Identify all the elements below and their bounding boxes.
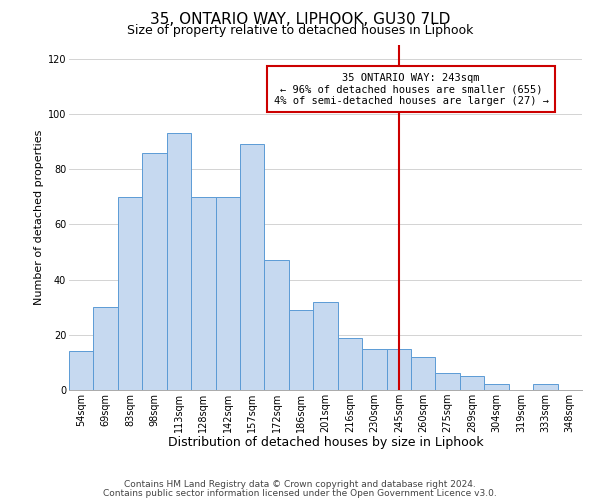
Bar: [118, 197, 142, 390]
Bar: [289, 310, 313, 390]
Bar: [240, 144, 265, 390]
Bar: [191, 197, 215, 390]
Bar: [484, 384, 509, 390]
Bar: [313, 302, 338, 390]
Bar: [436, 374, 460, 390]
Y-axis label: Number of detached properties: Number of detached properties: [34, 130, 44, 305]
Text: Contains public sector information licensed under the Open Government Licence v3: Contains public sector information licen…: [103, 488, 497, 498]
Bar: [460, 376, 484, 390]
Text: Size of property relative to detached houses in Liphook: Size of property relative to detached ho…: [127, 24, 473, 37]
Bar: [215, 197, 240, 390]
Bar: [265, 260, 289, 390]
Text: Contains HM Land Registry data © Crown copyright and database right 2024.: Contains HM Land Registry data © Crown c…: [124, 480, 476, 489]
X-axis label: Distribution of detached houses by size in Liphook: Distribution of detached houses by size …: [167, 436, 484, 450]
Bar: [167, 134, 191, 390]
Bar: [386, 348, 411, 390]
Bar: [94, 307, 118, 390]
Bar: [338, 338, 362, 390]
Bar: [69, 352, 94, 390]
Bar: [411, 357, 436, 390]
Bar: [533, 384, 557, 390]
Bar: [142, 152, 167, 390]
Text: 35 ONTARIO WAY: 243sqm
← 96% of detached houses are smaller (655)
4% of semi-det: 35 ONTARIO WAY: 243sqm ← 96% of detached…: [274, 72, 548, 106]
Bar: [362, 348, 386, 390]
Text: 35, ONTARIO WAY, LIPHOOK, GU30 7LD: 35, ONTARIO WAY, LIPHOOK, GU30 7LD: [150, 12, 450, 28]
